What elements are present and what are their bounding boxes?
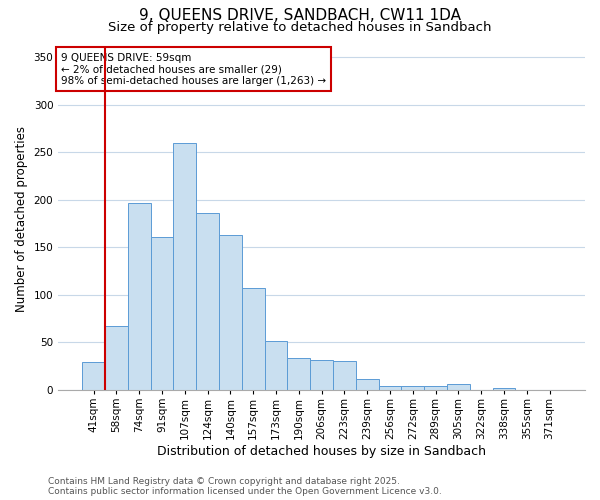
- Bar: [128, 202, 151, 390]
- Bar: [493, 388, 515, 390]
- Bar: [82, 362, 105, 390]
- Bar: [356, 380, 379, 390]
- Text: 9 QUEENS DRIVE: 59sqm
← 2% of detached houses are smaller (29)
98% of semi-detac: 9 QUEENS DRIVE: 59sqm ← 2% of detached h…: [61, 52, 326, 86]
- Text: 9, QUEENS DRIVE, SANDBACH, CW11 1DA: 9, QUEENS DRIVE, SANDBACH, CW11 1DA: [139, 8, 461, 22]
- Y-axis label: Number of detached properties: Number of detached properties: [15, 126, 28, 312]
- Bar: [287, 358, 310, 390]
- Bar: [333, 362, 356, 390]
- Bar: [219, 235, 242, 390]
- Bar: [105, 326, 128, 390]
- X-axis label: Distribution of detached houses by size in Sandbach: Distribution of detached houses by size …: [157, 444, 486, 458]
- Text: Size of property relative to detached houses in Sandbach: Size of property relative to detached ho…: [108, 21, 492, 34]
- Bar: [265, 342, 287, 390]
- Bar: [447, 384, 470, 390]
- Bar: [379, 386, 401, 390]
- Bar: [242, 288, 265, 390]
- Bar: [424, 386, 447, 390]
- Bar: [151, 237, 173, 390]
- Bar: [401, 386, 424, 390]
- Bar: [173, 142, 196, 390]
- Bar: [196, 213, 219, 390]
- Bar: [310, 360, 333, 390]
- Text: Contains HM Land Registry data © Crown copyright and database right 2025.
Contai: Contains HM Land Registry data © Crown c…: [48, 476, 442, 496]
